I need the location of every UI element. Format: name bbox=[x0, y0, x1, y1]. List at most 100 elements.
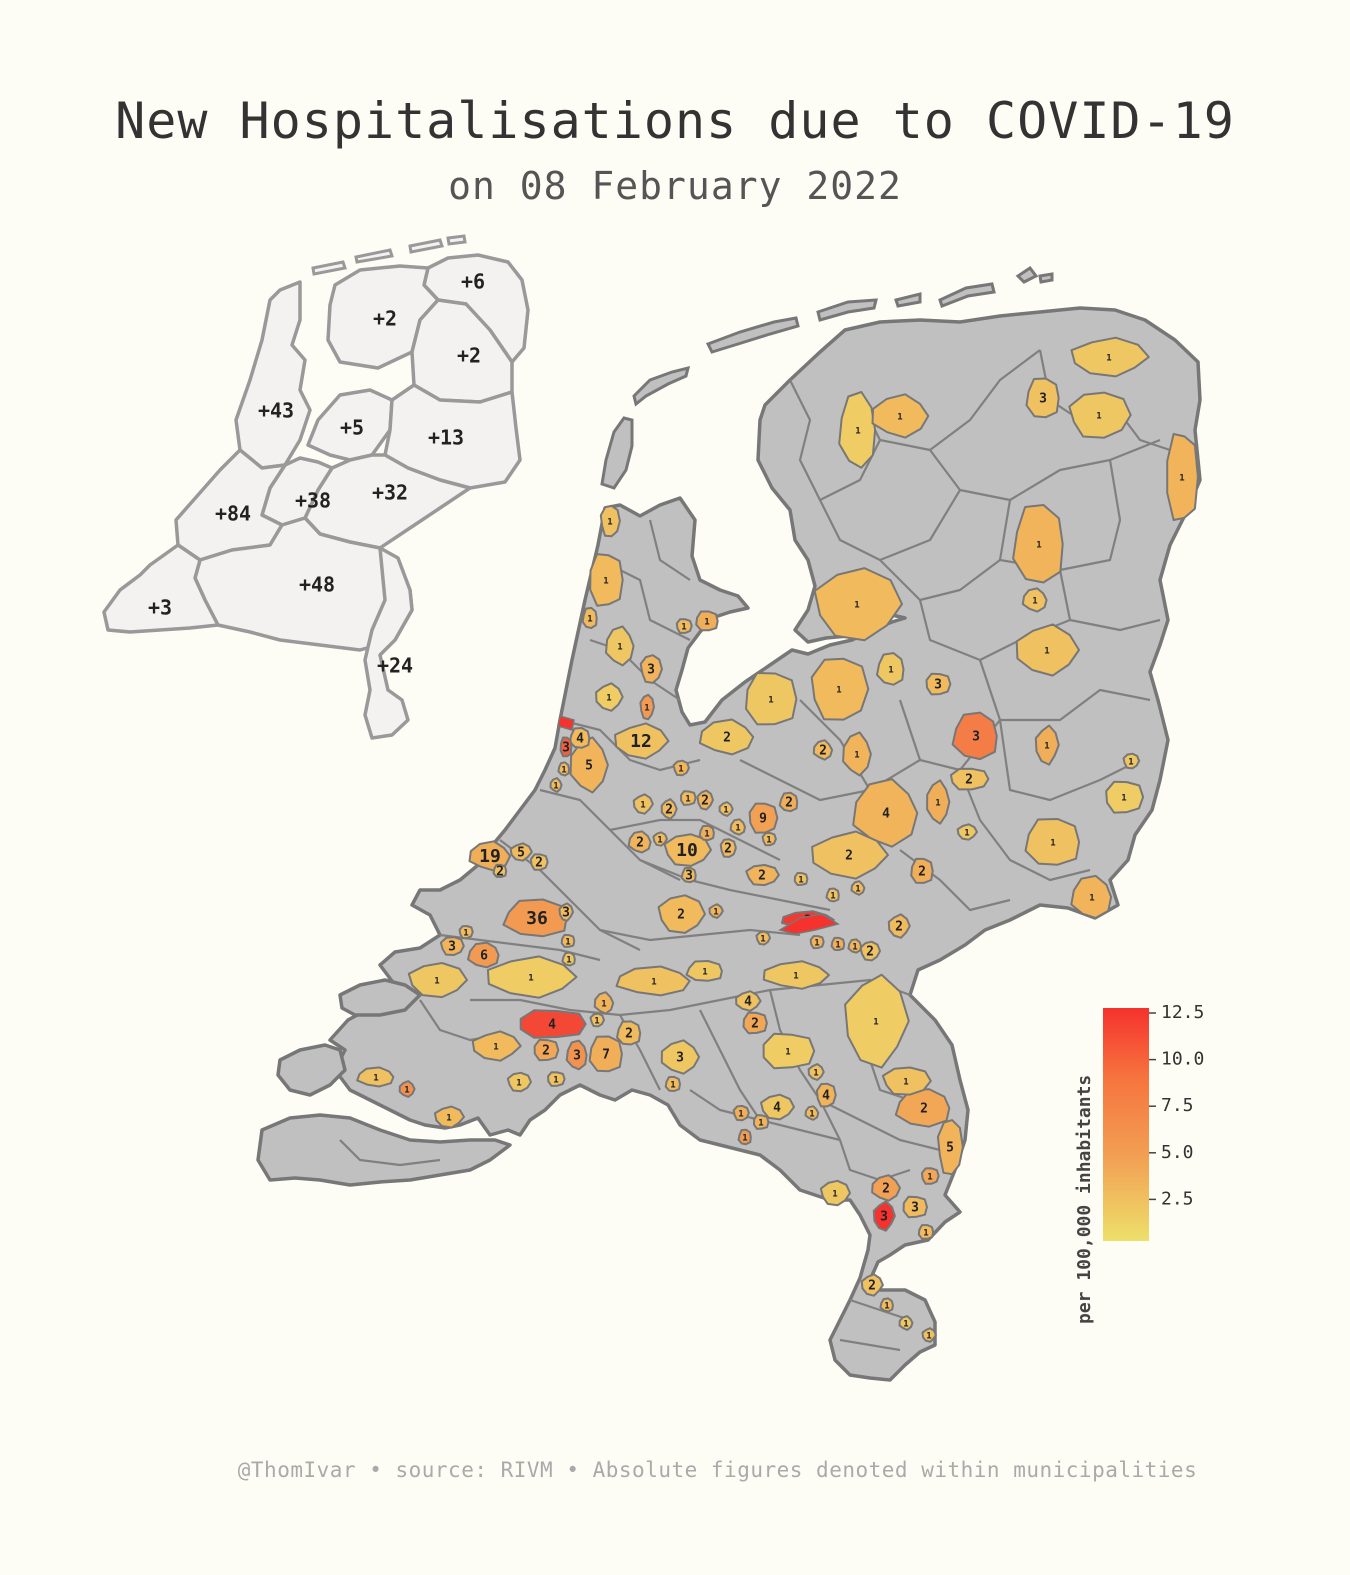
municipality-count-label: 1 bbox=[373, 1074, 378, 1084]
municipality-area bbox=[660, 798, 678, 820]
province-count-label: +32 bbox=[372, 481, 408, 505]
municipality-count-label: 1 bbox=[434, 977, 439, 987]
municipality-area bbox=[471, 1030, 522, 1062]
municipality: 1 bbox=[804, 1105, 820, 1121]
coastal-hotspots bbox=[557, 715, 840, 935]
municipality: 1 bbox=[762, 1032, 816, 1070]
municipality: 1 bbox=[1021, 587, 1048, 613]
municipality-area bbox=[887, 913, 911, 939]
municipality: 1 bbox=[595, 682, 624, 712]
municipality-count-label: 19 bbox=[479, 846, 501, 867]
municipality-count-label: 3 bbox=[448, 940, 456, 955]
municipality-area bbox=[936, 1119, 964, 1176]
municipality-count-label: 7 bbox=[602, 1048, 610, 1063]
municipality-count-label: 1 bbox=[587, 615, 592, 625]
municipality-count-label: 1 bbox=[1106, 354, 1111, 364]
municipality-area bbox=[565, 1039, 588, 1071]
municipality: 1 bbox=[1024, 818, 1081, 866]
municipality-area bbox=[1012, 504, 1064, 584]
municipality-count-label: 2 bbox=[496, 865, 504, 880]
province-count-label: +84 bbox=[215, 502, 251, 526]
municipality-area bbox=[549, 777, 563, 793]
municipality-area bbox=[509, 842, 533, 862]
municipality-area bbox=[951, 711, 998, 761]
municipality: 1 bbox=[793, 872, 809, 886]
municipality-count-label: 1 bbox=[738, 1110, 743, 1120]
municipality-count-label: 1 bbox=[1096, 412, 1101, 422]
municipality: 1 bbox=[664, 1075, 681, 1092]
colorbar-tick-label: 2.5 bbox=[1161, 1188, 1194, 1209]
municipality-area bbox=[807, 1063, 825, 1081]
municipality: 2 bbox=[660, 798, 678, 820]
municipality-count-label: 1 bbox=[516, 1079, 521, 1089]
municipality-count-label: 1 bbox=[553, 782, 558, 792]
municipality-area bbox=[920, 1167, 940, 1185]
municipality: 1 bbox=[830, 936, 846, 951]
municipality: 1 bbox=[557, 761, 571, 777]
municipality: 3 bbox=[639, 654, 663, 684]
municipality: 1 bbox=[652, 831, 668, 847]
municipality: 2 bbox=[887, 913, 911, 939]
municipality: 1 bbox=[672, 759, 690, 777]
municipality: 4 bbox=[760, 1093, 795, 1121]
municipality: 2 bbox=[742, 1011, 768, 1035]
municipality-area bbox=[1025, 377, 1060, 419]
walcheren bbox=[276, 1043, 347, 1097]
municipality: 2 bbox=[627, 830, 652, 854]
municipality-count-label: 1 bbox=[927, 1173, 932, 1183]
municipality: 4 bbox=[852, 778, 919, 848]
municipality-layer: 3619121097655544444433333333333332222222… bbox=[356, 336, 1199, 1343]
municipality: 1 bbox=[755, 930, 771, 946]
municipality: 1 bbox=[762, 960, 830, 990]
municipality: 1 bbox=[718, 801, 734, 817]
municipality: 2 bbox=[811, 830, 889, 880]
municipality-count-label: 2 bbox=[701, 794, 709, 809]
inset-island bbox=[446, 234, 467, 246]
municipality-area bbox=[398, 1080, 416, 1098]
municipality-count-label: 2 bbox=[677, 908, 685, 923]
province-count-label: +24 bbox=[377, 654, 413, 678]
municipality-area bbox=[1070, 336, 1150, 378]
municipality-area bbox=[838, 391, 877, 469]
municipality: 1 bbox=[599, 504, 621, 538]
province-limburg bbox=[363, 546, 414, 740]
municipality-count-label: 1 bbox=[903, 1320, 908, 1330]
municipality: 1 bbox=[632, 793, 654, 815]
municipality: 1 bbox=[753, 1114, 770, 1130]
municipality-area bbox=[657, 894, 706, 934]
municipality-count-label: 2 bbox=[965, 773, 973, 788]
municipality-area bbox=[663, 833, 712, 867]
municipality: 3 bbox=[680, 866, 697, 884]
municipality-count-label: 1 bbox=[1089, 894, 1094, 904]
municipality: 12 bbox=[614, 722, 670, 760]
municipality-area bbox=[745, 864, 780, 887]
municipality-count-label: 9 bbox=[759, 812, 767, 827]
province-count-label: +38 bbox=[295, 489, 331, 513]
municipality-count-label: 1 bbox=[923, 1229, 928, 1239]
municipality: 1 bbox=[921, 1327, 937, 1343]
municipality-area bbox=[433, 1105, 465, 1129]
municipality-area bbox=[1034, 724, 1060, 766]
municipality-area bbox=[492, 863, 508, 878]
inset-island bbox=[311, 260, 347, 276]
municipality-count-label: 2 bbox=[785, 796, 793, 811]
island bbox=[1038, 272, 1054, 284]
municipality-count-label: 10 bbox=[676, 840, 698, 861]
municipality-count-label: 1 bbox=[836, 686, 841, 696]
municipality-area bbox=[847, 938, 862, 954]
municipality-count-label: 2 bbox=[758, 869, 766, 884]
municipality-count-label: 1 bbox=[1121, 794, 1126, 804]
municipality-area bbox=[760, 1093, 795, 1121]
municipality-count-label: 1 bbox=[1044, 742, 1049, 752]
municipality-area bbox=[925, 672, 952, 696]
municipality-area bbox=[502, 898, 568, 938]
municipality-area bbox=[778, 791, 799, 813]
municipality: 3 bbox=[951, 711, 998, 761]
municipality-count-label: 1 bbox=[884, 1302, 889, 1312]
municipality-count-label: 1 bbox=[855, 885, 860, 895]
municipality-count-label: 36 bbox=[526, 908, 548, 929]
municipality-area bbox=[599, 504, 621, 538]
municipality: 1 bbox=[871, 393, 930, 439]
municipality-count-label: 1 bbox=[897, 413, 902, 423]
municipality: 1 bbox=[547, 1071, 566, 1087]
